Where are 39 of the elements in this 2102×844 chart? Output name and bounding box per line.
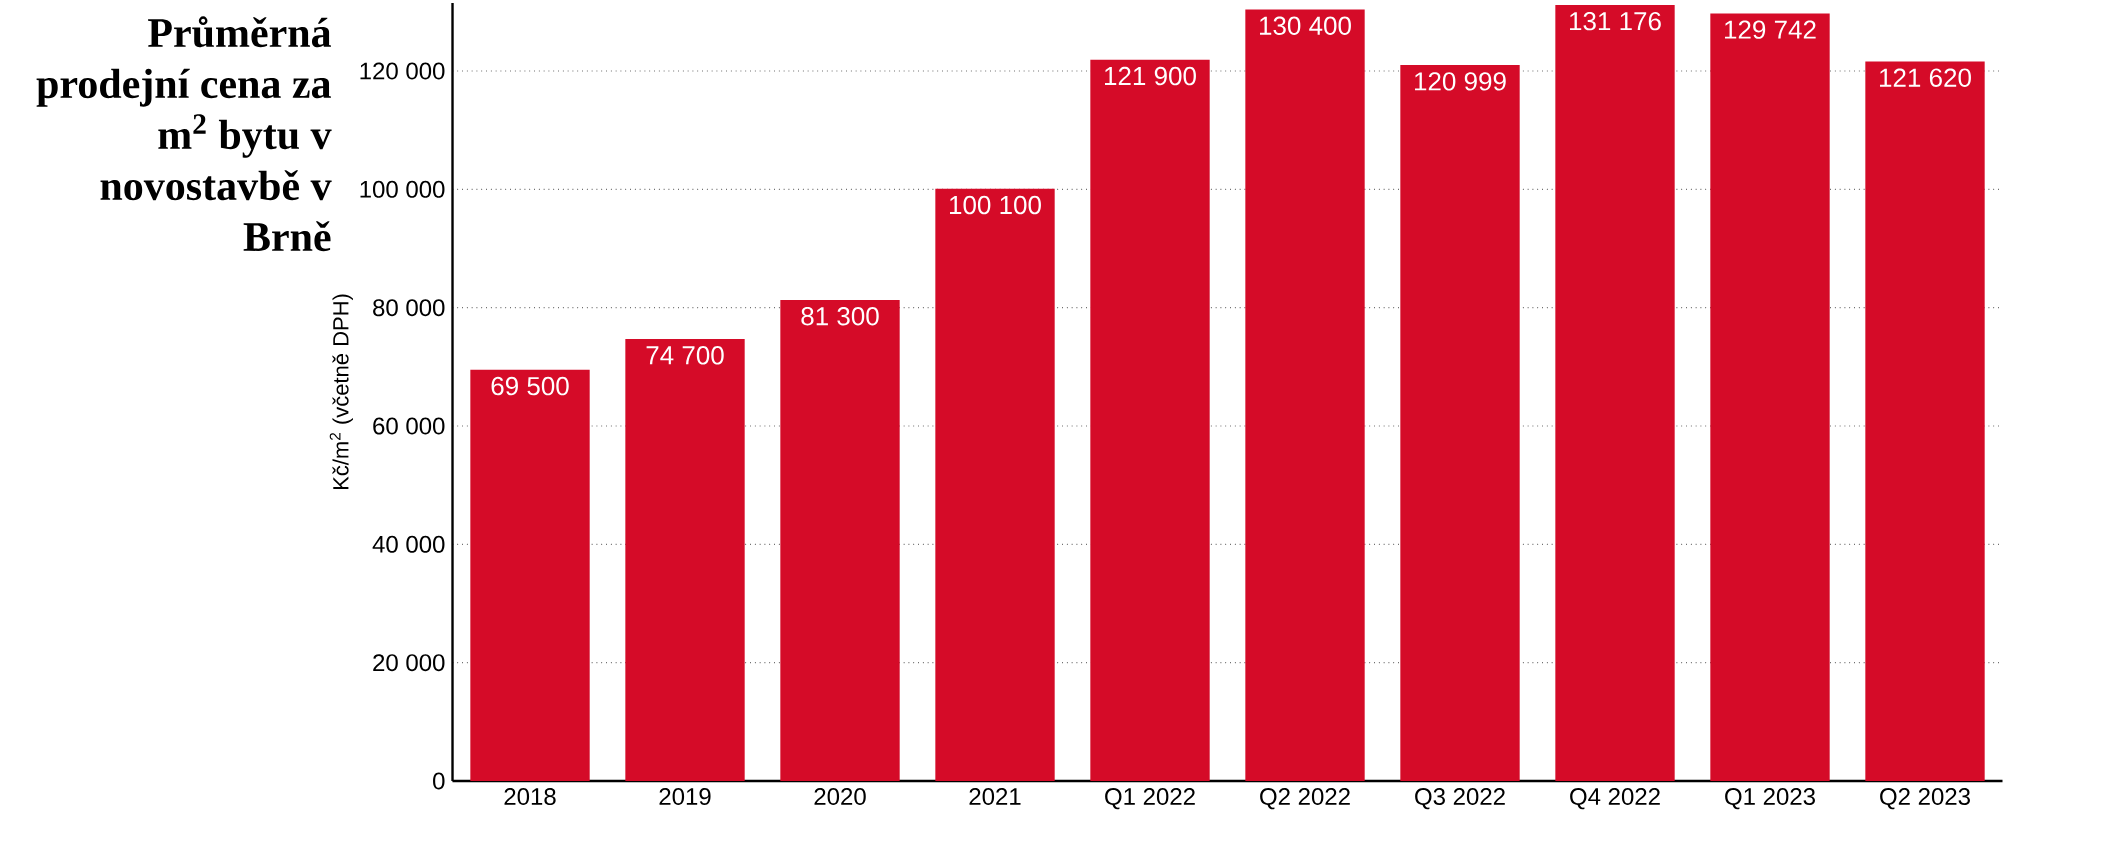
x-tick-label: 2019 <box>659 788 711 806</box>
x-tick-label: 2018 <box>504 788 556 806</box>
data-label: 74 700 <box>646 346 724 365</box>
x-tick-label: 2020 <box>814 788 866 806</box>
data-label: 69 500 <box>491 376 569 396</box>
bar <box>625 339 745 781</box>
bar <box>1090 59 1210 781</box>
y-axis-title: Kč/m$^{2}$ (včetně DPH) <box>329 294 353 490</box>
data-label: 130 400 <box>1259 16 1351 35</box>
x-tick-label: Q1 2022 <box>1105 788 1195 810</box>
x-tick-label: Q2 2022 <box>1260 788 1350 810</box>
y-tick-label: 60 000 <box>373 417 445 435</box>
y-tick-label: 120 000 <box>360 62 445 80</box>
data-label: 81 300 <box>801 307 879 326</box>
data-label: 100 100 <box>950 195 1041 215</box>
bar <box>1245 9 1365 781</box>
x-tick-label: Q1 2023 <box>1725 788 1815 810</box>
bar <box>1865 61 1985 781</box>
text: Průměrná prodejní cena za m$^{2}$ bytu v novostavbě v Brně <box>36 16 332 252</box>
y-tick-label: 100 000 <box>360 180 445 198</box>
bar <box>1555 4 1675 781</box>
x-tick-label: Q2 2023 <box>1880 788 1970 810</box>
y-tick-label: 20 000 <box>373 654 445 672</box>
data-label: 121 620 <box>1879 68 1971 87</box>
data-label: 121 900 <box>1104 66 1196 86</box>
x-tick-label: 2021 <box>969 788 1021 806</box>
bar <box>935 188 1055 781</box>
y-tick-label: 40 000 <box>372 535 445 553</box>
bar <box>470 369 590 781</box>
y-tick-label: 80 000 <box>373 299 445 317</box>
data-label: 129 742 <box>1724 20 1816 39</box>
x-tick-label: Q3 2022 <box>1415 788 1505 810</box>
x-tick-label: Q4 2022 <box>1570 788 1660 810</box>
y-tick-label: 0 <box>433 772 445 790</box>
bar <box>1710 13 1830 781</box>
data-label: 131 176 <box>1569 11 1661 31</box>
bar <box>1400 65 1520 781</box>
bar <box>780 299 900 781</box>
data-label: 120 999 <box>1414 72 1506 91</box>
